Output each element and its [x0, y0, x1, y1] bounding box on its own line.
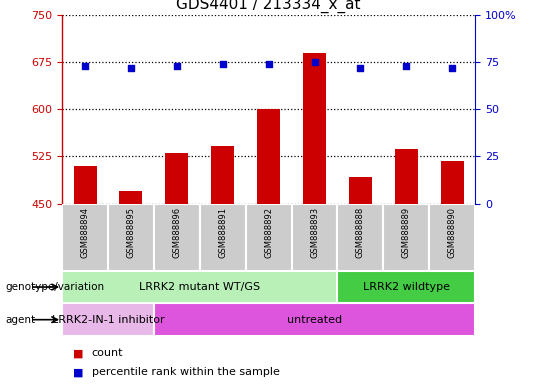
- Bar: [429, 204, 475, 271]
- Point: [265, 61, 273, 67]
- Bar: [292, 204, 338, 271]
- Text: LRRK2 mutant WT/GS: LRRK2 mutant WT/GS: [139, 282, 260, 292]
- Text: GSM888890: GSM888890: [448, 207, 457, 258]
- Bar: [395, 149, 418, 204]
- Text: ■: ■: [73, 348, 87, 358]
- Bar: [62, 204, 108, 271]
- Text: genotype/variation: genotype/variation: [5, 282, 105, 292]
- Bar: [200, 204, 246, 271]
- Text: GSM888893: GSM888893: [310, 207, 319, 258]
- Bar: [257, 109, 280, 204]
- Text: GSM888892: GSM888892: [264, 207, 273, 258]
- Bar: [62, 303, 154, 336]
- Text: GSM888894: GSM888894: [80, 207, 90, 258]
- Bar: [303, 53, 326, 204]
- Bar: [73, 166, 97, 204]
- Point: [218, 61, 227, 67]
- Text: ■: ■: [73, 367, 87, 377]
- Point: [448, 65, 456, 71]
- Text: percentile rank within the sample: percentile rank within the sample: [92, 367, 280, 377]
- Bar: [154, 204, 200, 271]
- Text: untreated: untreated: [287, 314, 342, 325]
- Text: agent: agent: [5, 314, 36, 325]
- Text: GSM888895: GSM888895: [126, 207, 136, 258]
- Point: [356, 65, 365, 71]
- Point: [310, 59, 319, 65]
- Bar: [338, 271, 475, 303]
- Text: LRRK2-IN-1 inhibitor: LRRK2-IN-1 inhibitor: [52, 314, 164, 325]
- Bar: [108, 204, 154, 271]
- Text: count: count: [92, 348, 123, 358]
- Text: GSM888888: GSM888888: [356, 207, 365, 258]
- Point: [402, 63, 410, 69]
- Text: GSM888891: GSM888891: [218, 207, 227, 258]
- Bar: [154, 303, 475, 336]
- Bar: [338, 204, 383, 271]
- Bar: [441, 161, 464, 204]
- Text: LRRK2 wildtype: LRRK2 wildtype: [363, 282, 450, 292]
- Text: GSM888896: GSM888896: [172, 207, 181, 258]
- Bar: [62, 271, 338, 303]
- Bar: [119, 191, 143, 204]
- Bar: [211, 146, 234, 204]
- Point: [81, 63, 90, 69]
- Point: [126, 65, 135, 71]
- Bar: [349, 177, 372, 204]
- Bar: [165, 153, 188, 204]
- Bar: [383, 204, 429, 271]
- Point: [172, 63, 181, 69]
- Text: GSM888889: GSM888889: [402, 207, 411, 258]
- Bar: [246, 204, 292, 271]
- Title: GDS4401 / 213334_x_at: GDS4401 / 213334_x_at: [177, 0, 361, 13]
